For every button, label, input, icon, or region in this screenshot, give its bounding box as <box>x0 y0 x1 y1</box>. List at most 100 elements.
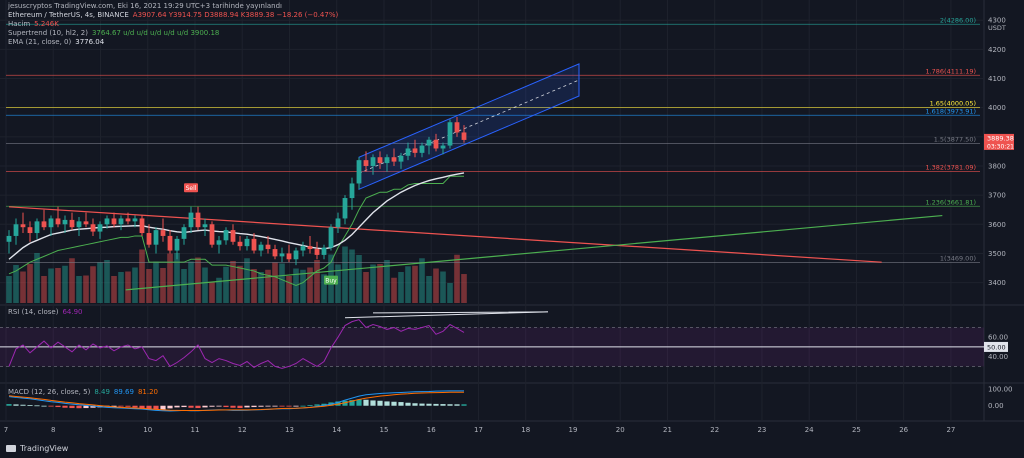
macd-histogram-bar <box>412 403 418 406</box>
macd-histogram-bar <box>188 405 194 408</box>
volume-bar <box>335 264 341 303</box>
macd-histogram-bar <box>195 405 201 409</box>
rsi-level-value: 50.00 <box>987 343 1006 351</box>
macd-histogram-bar <box>398 402 404 406</box>
candle-body <box>412 148 418 153</box>
volume-bar <box>223 266 229 303</box>
candle-body <box>398 155 404 162</box>
volume-bar <box>405 266 411 303</box>
candle-body <box>258 244 264 251</box>
macd-histogram-bar <box>209 405 215 407</box>
volume-bar <box>265 269 271 303</box>
volume-bar <box>454 254 460 303</box>
volume-bar <box>447 283 453 303</box>
candle-body <box>174 238 180 251</box>
supertrend-label: Supertrend (10, hl2, 2) <box>8 29 88 37</box>
fib-level-label: 1.786(4111.19) <box>925 67 976 75</box>
candle-body <box>300 246 306 251</box>
candle-body <box>27 227 33 234</box>
volume-bar <box>412 265 418 303</box>
candle-body <box>237 241 243 247</box>
candle-body <box>405 148 411 156</box>
candle-body <box>48 218 54 228</box>
volume-bar <box>20 271 26 303</box>
volume-bar <box>251 269 257 303</box>
macd-histogram-bar <box>34 405 40 407</box>
tradingview-logo-icon <box>6 445 16 452</box>
macd-histogram-bar <box>265 405 271 407</box>
volume-bar <box>279 263 285 303</box>
candle-body <box>272 249 278 257</box>
volume-bar <box>272 262 278 303</box>
macd-histogram-bar <box>363 399 369 406</box>
ema-line <box>8 172 465 260</box>
macd-line-value: 89.69 <box>113 388 134 396</box>
last-price-tag <box>984 133 1014 150</box>
candle-body <box>216 240 222 245</box>
candle-body <box>167 235 173 251</box>
candle-body <box>6 235 12 242</box>
volume-bar <box>153 261 159 303</box>
candle-body <box>181 227 187 239</box>
macd-histogram-bar <box>237 405 243 409</box>
macd-histogram-bar <box>202 405 208 408</box>
candle-body <box>440 145 446 149</box>
sell-signal-label: Sell <box>186 185 197 192</box>
macd-hist-value: 8.49 <box>94 388 110 396</box>
volume-bar <box>48 268 54 303</box>
price-tick-label: 3500 <box>988 250 1006 258</box>
candle-body <box>125 218 131 222</box>
macd-histogram-bar <box>118 405 124 407</box>
candle-body <box>328 227 334 248</box>
fib-level-label: 1.382(3781.09) <box>925 163 976 171</box>
date-tick-label: 19 <box>568 426 577 434</box>
volume-bar <box>363 272 369 303</box>
candle-body <box>279 253 285 257</box>
candle-body <box>146 233 152 245</box>
macd-histogram-bar <box>391 401 397 406</box>
candle-body <box>377 157 383 164</box>
date-tick-label: 20 <box>616 426 625 434</box>
macd-histogram-bar <box>349 400 355 406</box>
date-tick-label: 12 <box>238 426 247 434</box>
candle-body <box>118 218 124 225</box>
fib-level-label: 1.618(3973.91) <box>925 107 976 115</box>
macd-histogram-bar <box>433 403 439 406</box>
macd-histogram-bar <box>447 404 453 406</box>
rsi-level-tag <box>984 341 1008 352</box>
candle-body <box>454 122 460 133</box>
date-tick-label: 25 <box>852 426 861 434</box>
volume-bar <box>349 249 355 303</box>
candle-body <box>244 238 250 247</box>
fib-level-label: 2(4286.00) <box>940 16 976 24</box>
date-tick-label: 22 <box>710 426 719 434</box>
volume-bar <box>258 272 264 303</box>
macd-histogram-bar <box>125 405 131 407</box>
buy-signal-label: Buy <box>325 278 337 285</box>
candle-body <box>20 224 26 228</box>
rsi-divergence-lines <box>344 311 549 319</box>
volume-bar <box>244 258 250 303</box>
candle-body <box>447 122 453 146</box>
volume-bar <box>83 275 89 303</box>
macd-legend: MACD (12, 26, close, 5) 8.49 89.69 81.20 <box>8 388 162 397</box>
candle-body <box>139 218 145 234</box>
volume-bar <box>27 264 33 303</box>
volume-bar <box>209 282 215 303</box>
brand-footer[interactable]: TradingView <box>6 444 68 453</box>
volume-bar <box>76 276 82 303</box>
macd-histogram-bar <box>384 401 390 406</box>
volume-bar <box>188 261 194 303</box>
macd-histogram-bar <box>111 405 117 407</box>
candle-body <box>132 218 138 222</box>
candle-body <box>62 219 68 225</box>
macd-histogram-bar <box>90 405 96 408</box>
price-tick-label: 4300 <box>988 17 1006 25</box>
volume-bar <box>440 271 446 303</box>
last-price-value: 3889.38 <box>987 134 1014 142</box>
price-tick-label: 3600 <box>988 221 1006 229</box>
candle-body <box>251 238 257 251</box>
symbol-legend: Ethereum / TetherUS, 4s, BINANCE A3907.64… <box>8 11 342 20</box>
volume-bar <box>307 267 313 303</box>
